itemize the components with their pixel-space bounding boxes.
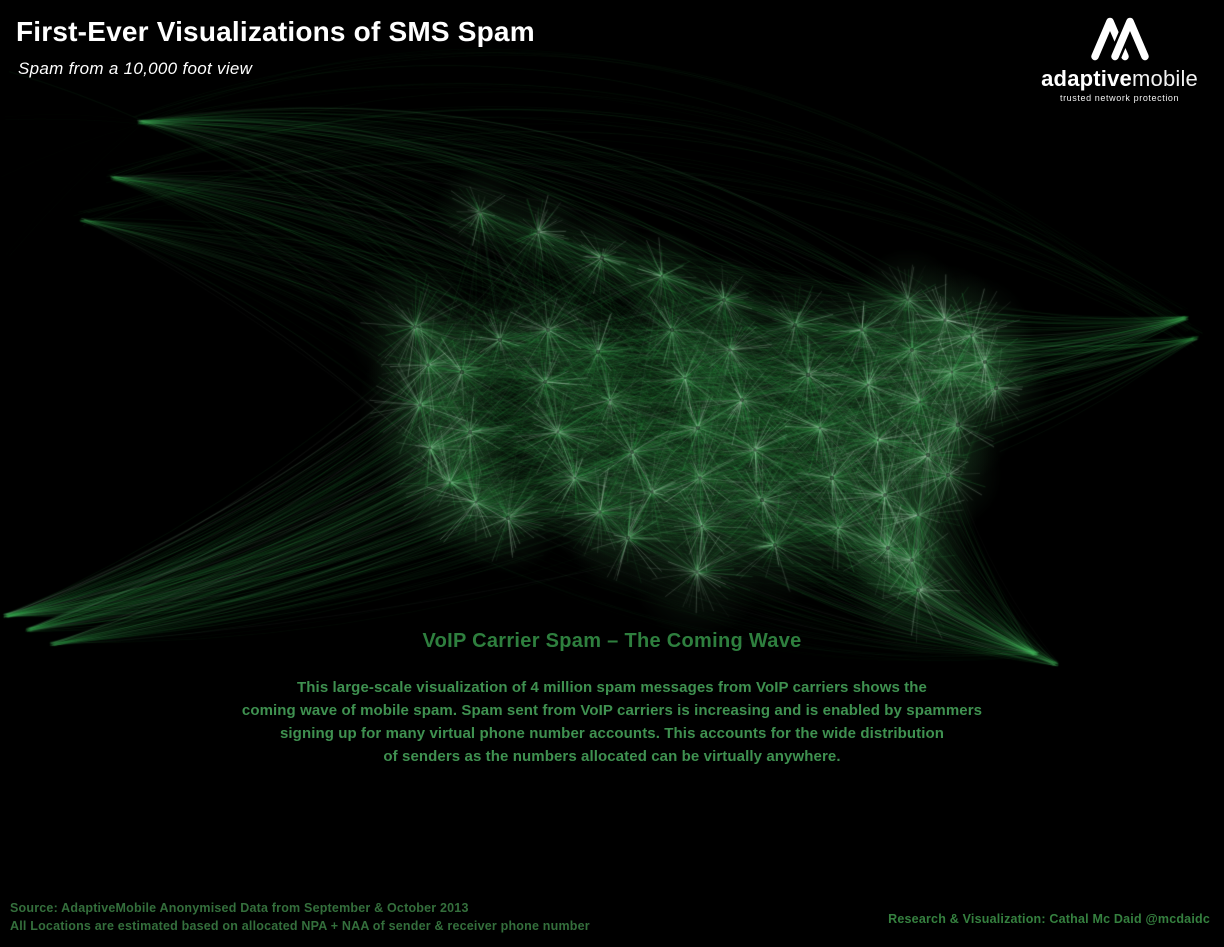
page-title: First-Ever Visualizations of SMS Spam [16,16,535,47]
logo-word-mobile: mobile [1131,66,1198,91]
adaptivemobile-logo: adaptivemobile trusted network protectio… [1041,12,1198,103]
credit-note: Research & Visualization: Cathal Mc Daid… [888,912,1210,926]
logo-word-adaptive: adaptive [1041,66,1132,91]
caption-line: coming wave of mobile spam. Spam sent fr… [241,702,983,719]
caption-line: of senders as the numbers allocated can … [383,748,841,765]
caption-line: signing up for many virtual phone number… [279,725,945,742]
source-note: Source: AdaptiveMobile Anonymised Data f… [10,899,590,935]
logo-wordmark: adaptivemobile [1041,68,1198,90]
caption-heading: VoIP Carrier Spam – The Coming Wave [422,630,802,652]
logo-tagline: trusted network protection [1059,93,1180,103]
caption-line: This large-scale visualization of 4 mill… [297,679,927,696]
caption-body: This large-scale visualization of 4 mill… [0,676,1224,768]
page-subtitle: Spam from a 10,000 foot view [18,59,253,78]
source-line-1: Source: AdaptiveMobile Anonymised Data f… [10,901,469,915]
source-line-2: All Locations are estimated based on all… [10,919,590,933]
adaptivemobile-logo-icon [1085,12,1155,66]
